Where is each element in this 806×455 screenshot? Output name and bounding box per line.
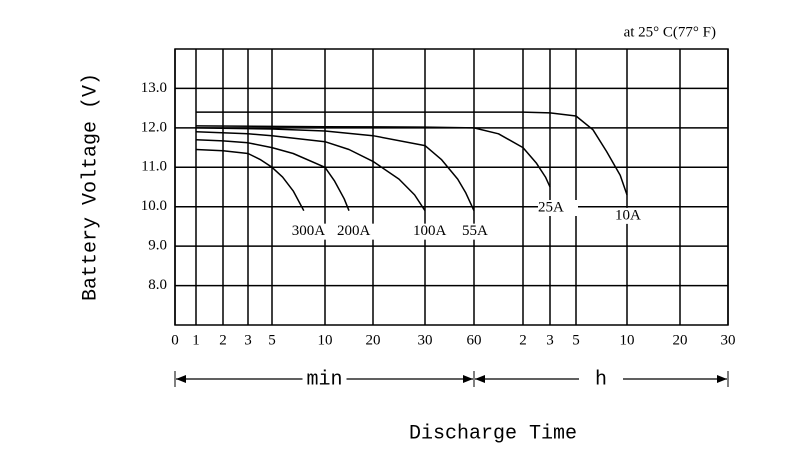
x-tick-label: 60 xyxy=(467,332,482,348)
discharge-curve xyxy=(195,125,551,188)
series-label: 200A xyxy=(337,223,371,239)
plot-frame xyxy=(174,48,729,326)
x-tick-label: 2 xyxy=(519,332,527,348)
x-axis-label: Discharge Time xyxy=(409,422,577,445)
x-tick-label: 10 xyxy=(318,332,333,348)
label-bg xyxy=(462,223,502,240)
series-label: 10A xyxy=(615,207,641,223)
discharge-curve xyxy=(196,111,628,196)
arrow-head xyxy=(717,375,727,383)
y-tick-label: 9.0 xyxy=(148,238,167,254)
x-tick-label: 3 xyxy=(546,332,554,348)
label-bg xyxy=(413,223,453,240)
x-tick-label: 1 xyxy=(192,332,200,348)
range-label: min xyxy=(306,368,342,391)
y-axis-label: Battery Voltage (V) xyxy=(79,73,102,301)
range-label: h xyxy=(595,368,607,391)
series-label: 25A xyxy=(538,199,564,215)
chart-title: at 25° C(77° F) xyxy=(624,24,716,40)
y-tick-label: 12.0 xyxy=(141,119,167,135)
y-tick-label: 8.0 xyxy=(148,277,167,293)
x-tick-label: 10 xyxy=(620,332,635,348)
discharge-curve xyxy=(195,148,305,212)
discharge-curve xyxy=(195,131,426,212)
x-tick-label: 2 xyxy=(219,332,227,348)
range-label-bg xyxy=(579,369,623,389)
y-tick-label: 10.0 xyxy=(141,198,167,214)
x-tick-label: 0 xyxy=(171,332,179,348)
range-label-bg xyxy=(302,369,347,389)
x-tick-label: 5 xyxy=(572,332,580,348)
arrow-head xyxy=(176,375,186,383)
series-label: 300A xyxy=(292,223,326,239)
x-tick-label: 20 xyxy=(366,332,381,348)
series-label: 100A xyxy=(413,223,447,239)
series-label: 55A xyxy=(462,223,488,239)
x-tick-label: 5 xyxy=(268,332,276,348)
label-bg xyxy=(615,207,655,224)
x-tick-label: 30 xyxy=(721,332,736,348)
label-bg xyxy=(291,223,332,240)
x-tick-label: 3 xyxy=(244,332,252,348)
arrow-head xyxy=(463,375,473,383)
discharge-curve xyxy=(195,127,475,212)
arrow-head xyxy=(475,375,485,383)
x-tick-label: 30 xyxy=(418,332,433,348)
x-tick-label: 20 xyxy=(673,332,688,348)
y-tick-label: 13.0 xyxy=(141,80,167,96)
y-tick-label: 11.0 xyxy=(141,159,167,175)
label-bg xyxy=(538,200,578,216)
label-bg xyxy=(337,223,377,240)
discharge-curve xyxy=(195,138,350,211)
